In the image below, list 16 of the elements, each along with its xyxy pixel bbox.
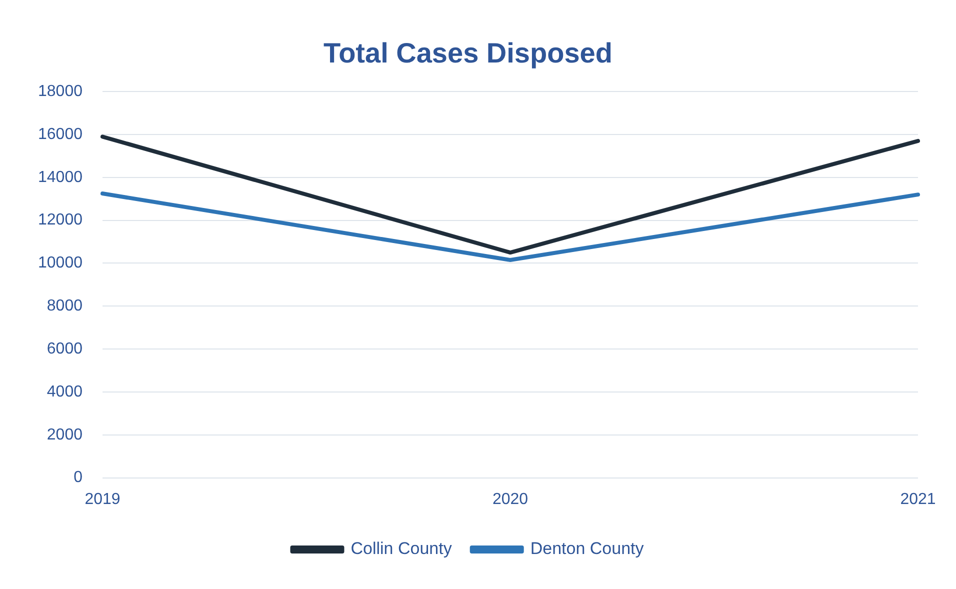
y-tick-label: 10000 [38,254,83,272]
x-tick-label: 2021 [900,490,936,508]
y-tick-label: 6000 [46,340,83,358]
legend-label: Denton County [530,539,644,558]
x-tick-label: 2019 [84,490,120,508]
y-tick-label: 12000 [38,212,83,229]
y-tick-label: 14000 [38,168,83,186]
y-tick-label: 16000 [38,126,83,143]
y-tick-label: 2000 [46,426,83,444]
chart-title: Total Cases Disposed [324,38,612,69]
legend-label: Collin County [350,539,452,558]
y-tick-label: 4000 [46,383,83,400]
y-tick-label: 8000 [46,298,83,315]
y-tick-label: 18000 [38,83,83,100]
y-tick-label: 0 [74,469,83,486]
x-tick-label: 2020 [492,490,528,508]
